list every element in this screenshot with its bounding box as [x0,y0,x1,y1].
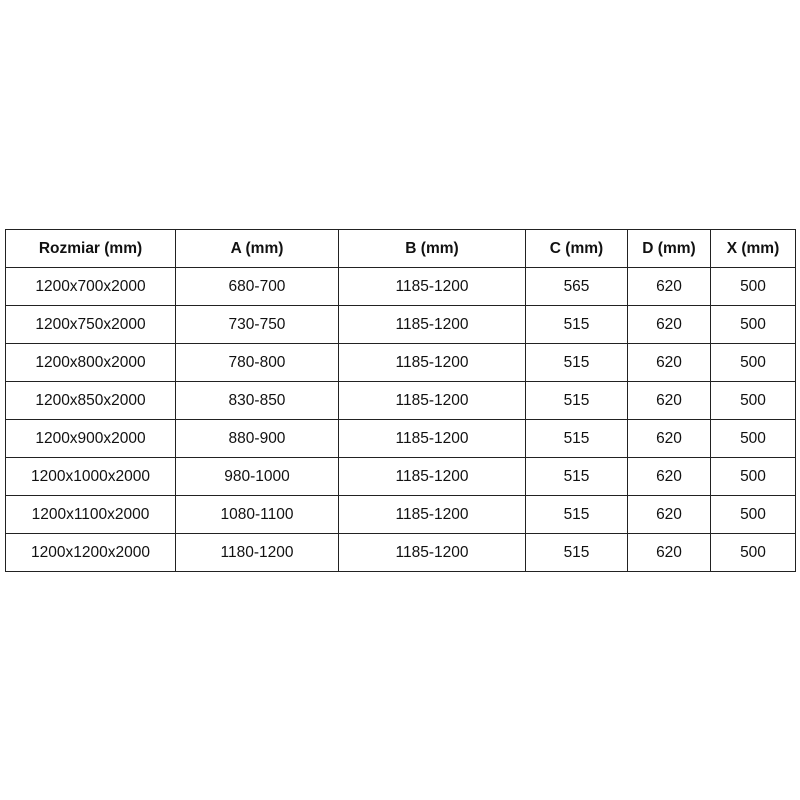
cell-b: 1185-1200 [338,495,526,534]
cell-d: 620 [627,381,711,420]
cell-size: 1200x700x2000 [5,267,176,306]
cell-d: 620 [627,457,711,496]
cell-d: 620 [627,343,711,382]
cell-c: 515 [525,457,628,496]
cell-size: 1200x1000x2000 [5,457,176,496]
cell-a: 730-750 [175,305,339,344]
cell-a: 780-800 [175,343,339,382]
cell-a: 1180-1200 [175,533,339,572]
cell-x: 500 [710,343,796,382]
cell-b: 1185-1200 [338,305,526,344]
cell-c: 565 [525,267,628,306]
cell-b: 1185-1200 [338,267,526,306]
table-row: 1200x850x2000 830-850 1185-1200 515 620 500 [5,381,796,420]
cell-c: 515 [525,381,628,420]
cell-x: 500 [710,457,796,496]
cell-size: 1200x850x2000 [5,381,176,420]
cell-x: 500 [710,495,796,534]
cell-a: 980-1000 [175,457,339,496]
cell-a: 880-900 [175,419,339,458]
cell-b: 1185-1200 [338,457,526,496]
cell-b: 1185-1200 [338,343,526,382]
cell-d: 620 [627,495,711,534]
cell-c: 515 [525,495,628,534]
cell-x: 500 [710,305,796,344]
cell-c: 515 [525,343,628,382]
column-header-a: A (mm) [175,229,339,268]
cell-size: 1200x1100x2000 [5,495,176,534]
column-header-c: C (mm) [525,229,628,268]
header-row: Rozmiar (mm) A (mm) B (mm) C (mm) D (mm) X (m… [5,229,796,268]
table-row: 1200x750x2000 730-750 1185-1200 515 620 500 [5,305,796,344]
cell-c: 515 [525,419,628,458]
table-row: 1200x900x2000 880-900 1185-1200 515 620 500 [5,419,796,458]
cell-d: 620 [627,267,711,306]
cell-b: 1185-1200 [338,381,526,420]
cell-size: 1200x900x2000 [5,419,176,458]
cell-size: 1200x750x2000 [5,305,176,344]
cell-x: 500 [710,381,796,420]
cell-size: 1200x800x2000 [5,343,176,382]
table-row: 1200x1000x2000 980-1000 1185-1200 515 620 500 [5,457,796,496]
cell-b: 1185-1200 [338,533,526,572]
cell-size: 1200x1200x2000 [5,533,176,572]
column-header-x: X (mm) [710,229,796,268]
column-header-d: D (mm) [627,229,711,268]
table-row: 1200x700x2000 680-700 1185-1200 565 620 500 [5,267,796,306]
dimensions-table: Rozmiar (mm) A (mm) B (mm) C (mm) D (mm) X (m… [5,229,796,572]
cell-d: 620 [627,305,711,344]
cell-d: 620 [627,419,711,458]
cell-c: 515 [525,305,628,344]
cell-x: 500 [710,419,796,458]
column-header-b: B (mm) [338,229,526,268]
cell-b: 1185-1200 [338,419,526,458]
column-header-size: Rozmiar (mm) [5,229,176,268]
table-row: 1200x1200x2000 1180-1200 1185-1200 515 620 50… [5,533,796,572]
cell-x: 500 [710,267,796,306]
cell-c: 515 [525,533,628,572]
table-row: 1200x1100x2000 1080-1100 1185-1200 515 620 50… [5,495,796,534]
cell-d: 620 [627,533,711,572]
cell-x: 500 [710,533,796,572]
cell-a: 1080-1100 [175,495,339,534]
cell-a: 680-700 [175,267,339,306]
cell-a: 830-850 [175,381,339,420]
table-row: 1200x800x2000 780-800 1185-1200 515 620 500 [5,343,796,382]
